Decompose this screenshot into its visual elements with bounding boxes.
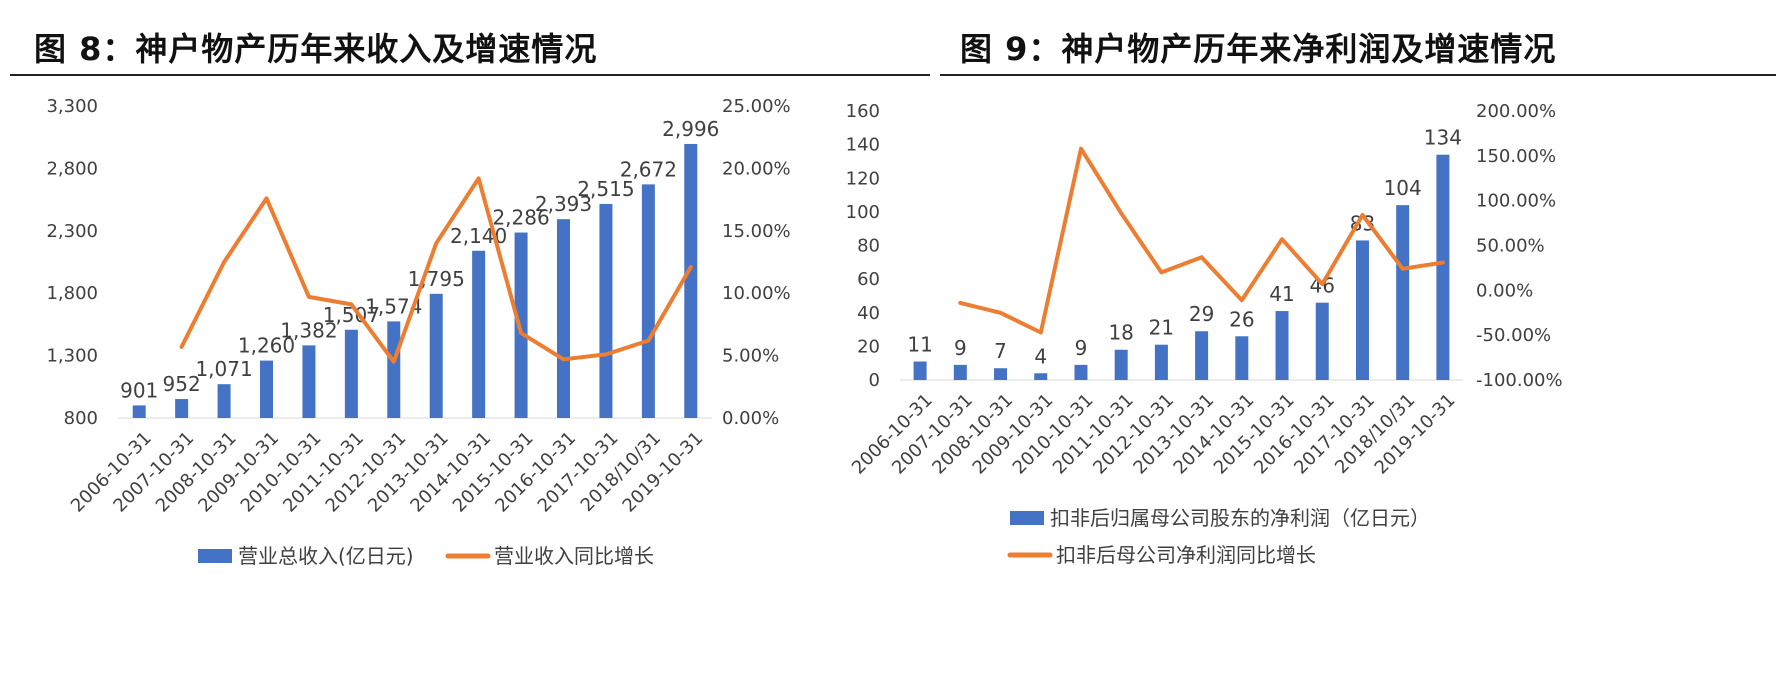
y-right-tick-label: 5.00% <box>722 346 779 367</box>
bar-data-label: 26 <box>1229 307 1254 331</box>
bar <box>1074 364 1088 380</box>
bar <box>599 203 613 418</box>
y-left-tick-label: 40 <box>857 303 880 324</box>
y-right-tick-label: 0.00% <box>1476 280 1533 301</box>
y-right-tick-label: 10.00% <box>722 283 791 304</box>
bar <box>260 360 273 418</box>
bar-data-label: 901 <box>120 378 158 402</box>
legend-label: 营业收入同比增长 <box>494 544 654 568</box>
bar <box>1195 331 1209 380</box>
bar-data-label: 18 <box>1108 321 1133 345</box>
bar-data-label: 9 <box>954 336 967 360</box>
bar-data-label: 1,382 <box>280 318 337 342</box>
bar <box>472 250 486 418</box>
chart-title-net-profit: 图 9：神户物产历年来净利润及增速情况 <box>960 30 1557 68</box>
y-right-tick-label: 150.00% <box>1476 146 1556 167</box>
legend-label: 扣非后归属母公司股东的净利润（亿日元） <box>1050 506 1430 530</box>
y-right-tick-label: 25.00% <box>722 96 791 117</box>
bar <box>641 184 655 418</box>
bar <box>1315 302 1329 380</box>
bar-data-label: 1,260 <box>238 334 295 358</box>
legend-label: 扣非后母公司净利润同比增长 <box>1056 543 1316 567</box>
y-left-tick-label: 3,300 <box>46 96 98 117</box>
bar <box>1396 205 1410 380</box>
bar-data-label: 2,286 <box>492 206 549 230</box>
y-left-tick-label: 2,300 <box>46 221 98 242</box>
title-divider <box>10 74 930 76</box>
y-right-tick-label: 20.00% <box>722 158 791 179</box>
bar-data-label: 4 <box>1034 344 1047 368</box>
y-left-tick-label: 100 <box>846 202 880 223</box>
bar-data-label: 2,393 <box>535 192 592 216</box>
bar-data-label: 2,515 <box>577 177 634 201</box>
bar-data-label: 41 <box>1269 282 1294 306</box>
bar-data-label: 2,996 <box>662 117 719 141</box>
bar <box>217 384 231 418</box>
y-right-tick-label: 50.00% <box>1476 236 1545 257</box>
bar <box>1275 311 1289 380</box>
bar <box>1436 154 1450 380</box>
bar <box>344 329 358 418</box>
bar <box>1114 349 1128 380</box>
y-left-tick-label: 2,800 <box>46 158 98 179</box>
title-divider <box>940 74 1776 76</box>
bar <box>557 219 570 418</box>
legend-bar-swatch <box>1010 511 1044 525</box>
y-right-tick-label: -50.00% <box>1476 325 1551 346</box>
bar-data-label: 134 <box>1424 126 1462 150</box>
y-left-tick-label: 120 <box>846 168 880 189</box>
y-left-tick-label: 1,300 <box>46 346 98 367</box>
bar <box>913 361 927 380</box>
bar <box>514 232 528 418</box>
bar <box>1355 240 1369 380</box>
bar-data-label: 11 <box>907 333 932 357</box>
bar <box>1034 373 1048 380</box>
y-right-tick-label: 0.00% <box>722 408 779 429</box>
bar <box>994 368 1008 380</box>
y-left-tick-label: 60 <box>857 269 880 290</box>
y-right-tick-label: 100.00% <box>1476 191 1556 212</box>
bar <box>1154 344 1168 380</box>
bar <box>302 345 316 418</box>
y-left-tick-label: 0 <box>869 370 880 391</box>
bar <box>387 321 401 418</box>
bar <box>132 405 146 418</box>
bar <box>953 364 967 380</box>
y-right-tick-label: -100.00% <box>1476 370 1563 391</box>
legend-label: 营业总收入(亿日元) <box>238 544 414 568</box>
y-left-tick-label: 20 <box>857 336 880 357</box>
y-left-tick-label: 1,800 <box>46 283 98 304</box>
y-left-tick-label: 800 <box>64 408 98 429</box>
y-left-tick-label: 140 <box>846 135 880 156</box>
bar-data-label: 1,071 <box>195 357 252 381</box>
bar <box>175 399 189 418</box>
y-left-tick-label: 80 <box>857 236 880 257</box>
bar-data-label: 9 <box>1075 336 1088 360</box>
y-left-tick-label: 160 <box>846 101 880 122</box>
y-right-tick-label: 200.00% <box>1476 101 1556 122</box>
bar <box>429 293 443 418</box>
y-right-tick-label: 15.00% <box>722 221 791 242</box>
bar-data-label: 7 <box>994 339 1007 363</box>
bar-data-label: 2,672 <box>620 157 677 181</box>
bar-data-label: 952 <box>163 372 201 396</box>
bar-data-label: 21 <box>1149 316 1174 340</box>
bar-data-label: 1,795 <box>408 267 465 291</box>
bar-data-label: 104 <box>1384 176 1422 200</box>
bar <box>1235 336 1249 380</box>
chart-title-revenue: 图 8：神户物产历年来收入及增速情况 <box>34 30 598 68</box>
bar <box>684 143 698 418</box>
bar-data-label: 29 <box>1189 302 1214 326</box>
legend-bar-swatch <box>198 549 232 563</box>
